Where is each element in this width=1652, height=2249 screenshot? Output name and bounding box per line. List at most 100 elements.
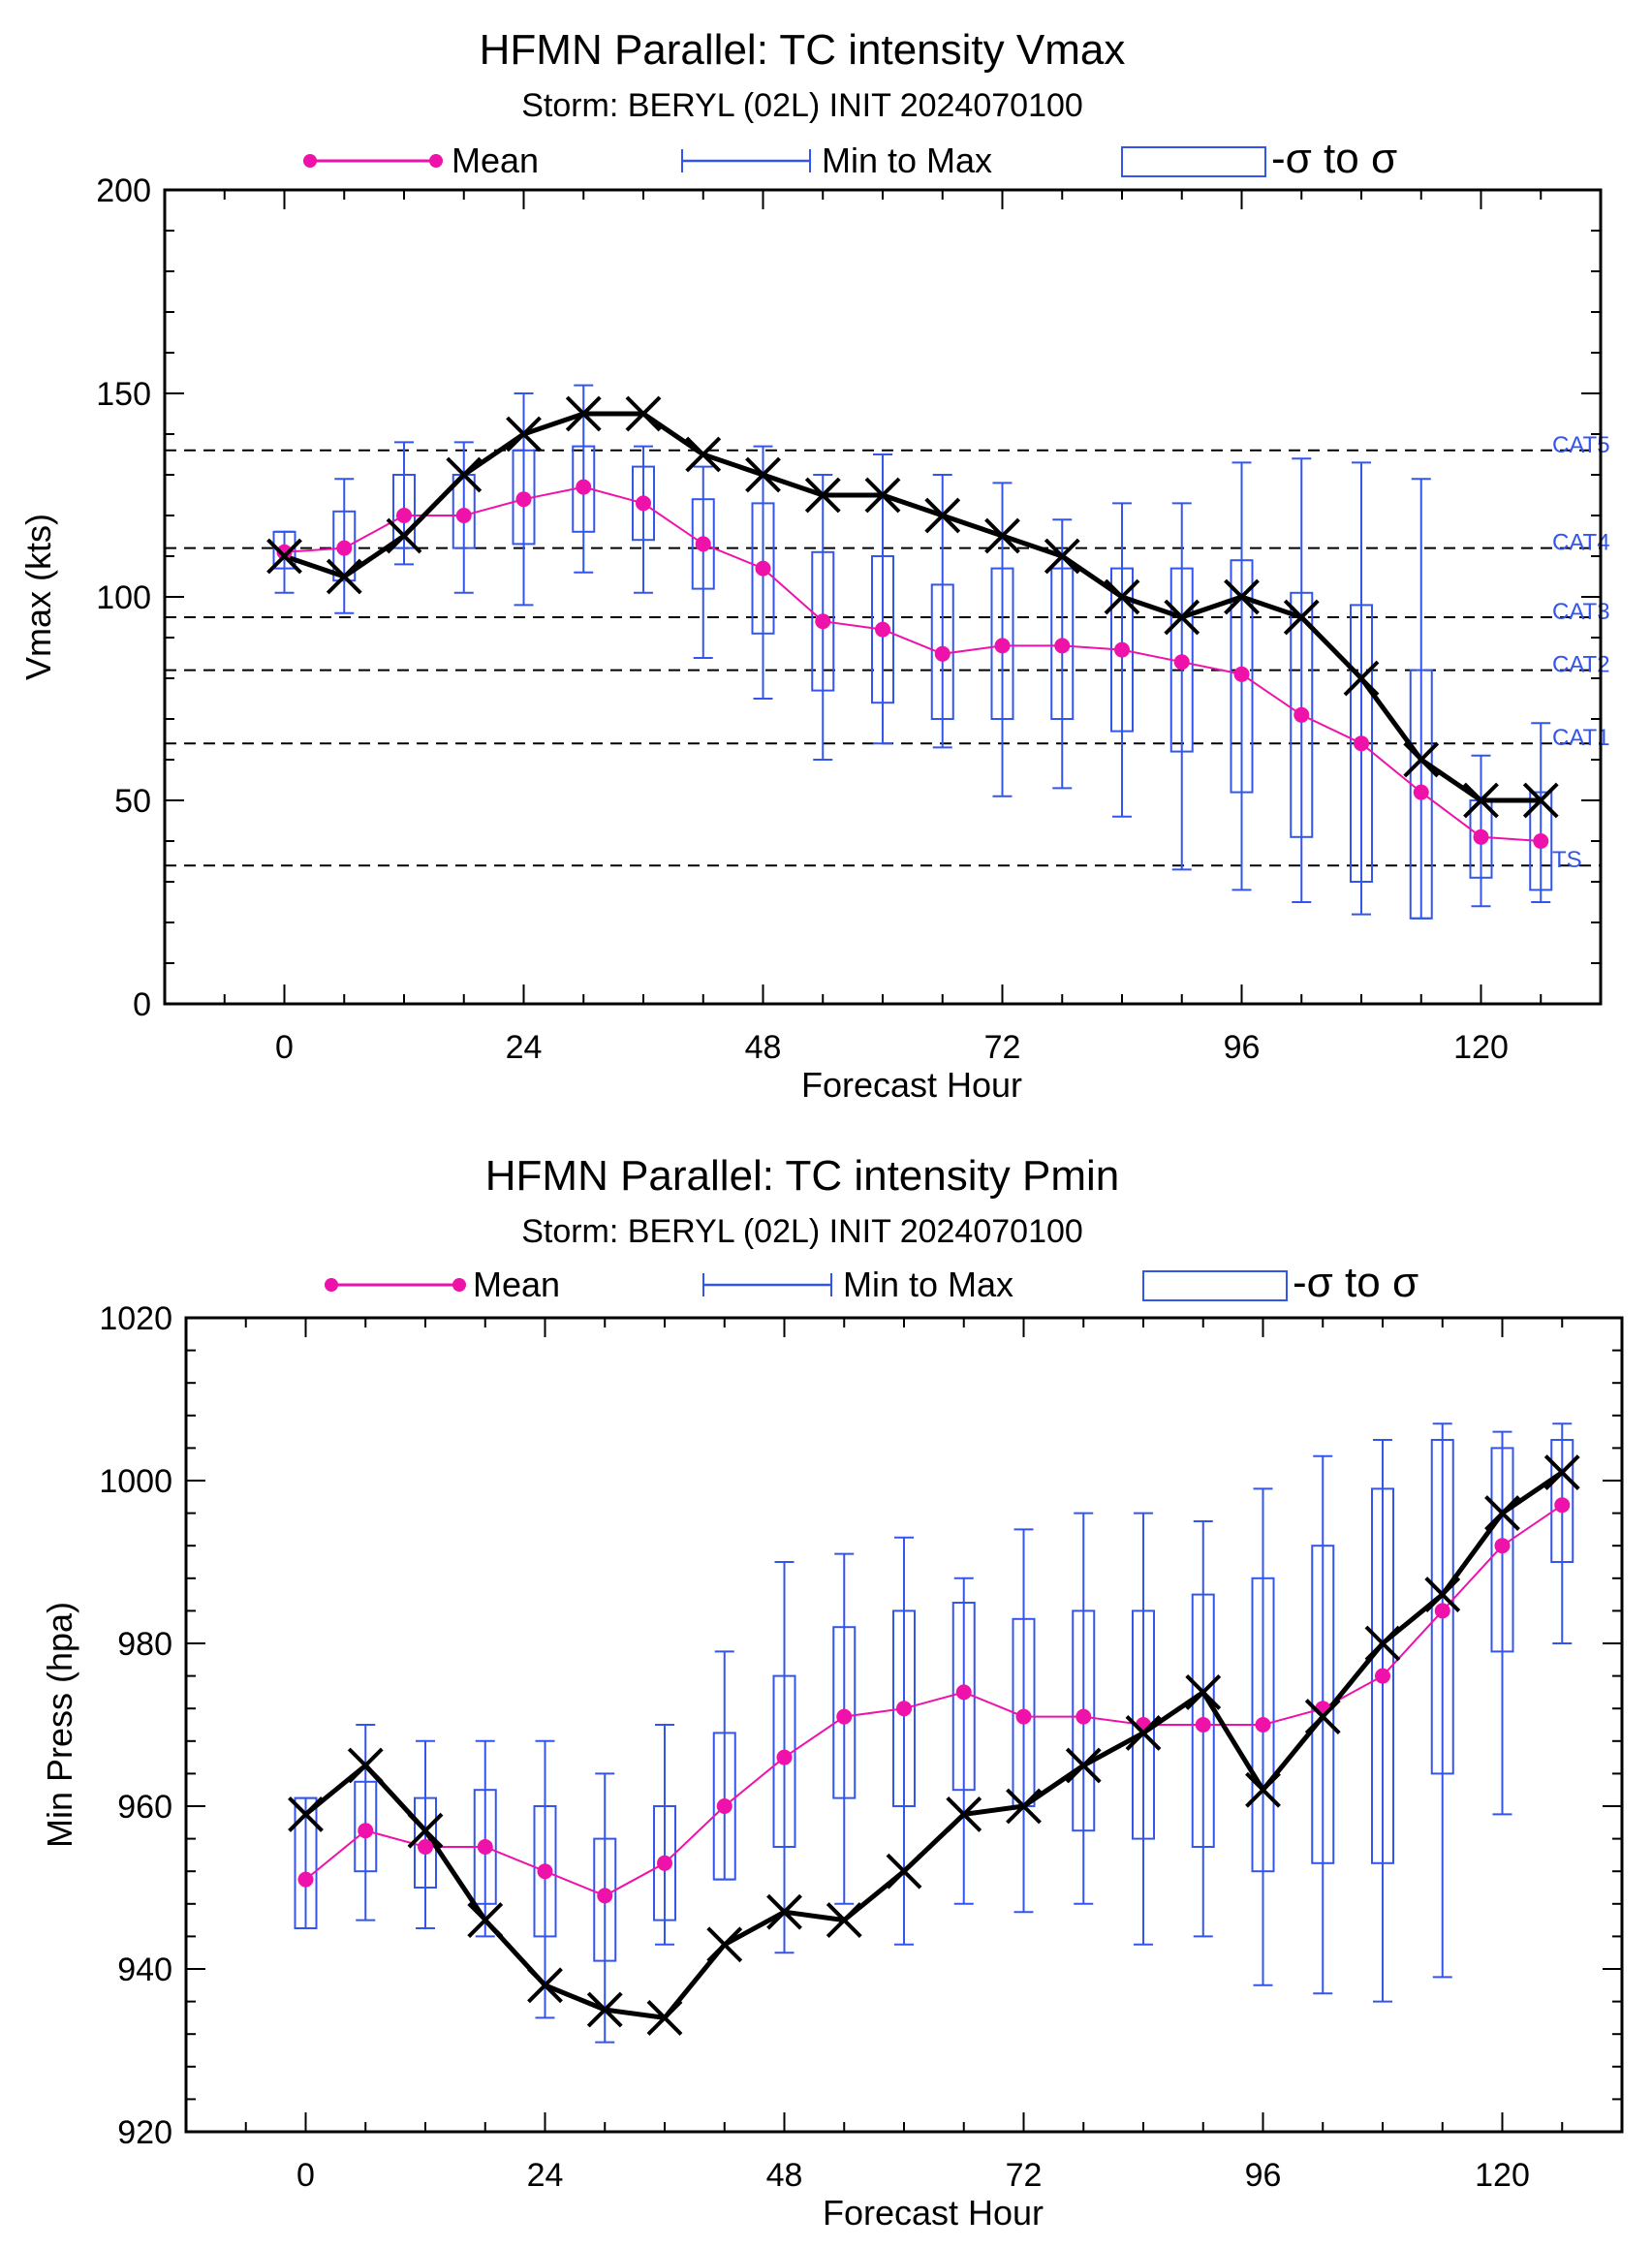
pmin-chart: HFMN Parallel: TC intensity Pmin Storm: … <box>40 1152 1624 2233</box>
mean-point <box>1195 1717 1211 1733</box>
observed-point <box>1543 1454 1580 1491</box>
observed-point <box>804 477 841 514</box>
y-tick-label: 980 <box>117 1626 172 1663</box>
mean-point <box>576 479 592 495</box>
observed-point <box>1006 1788 1042 1825</box>
observed-point <box>766 1893 802 1930</box>
mean-point <box>597 1888 613 1904</box>
legend-mean-marker <box>429 154 443 168</box>
observed-point <box>826 1902 862 1939</box>
mean-point <box>1533 833 1549 849</box>
observed-point <box>685 436 722 473</box>
chart-subtitle: Storm: BERYL (02L) INIT 2024070100 <box>521 87 1083 124</box>
mean-point <box>955 1684 972 1701</box>
mean-point <box>1473 828 1489 845</box>
observed-point <box>386 517 422 554</box>
observed-point <box>1125 1714 1162 1751</box>
y-axis-label: Vmax (kts) <box>18 514 58 680</box>
chart-subtitle: Storm: BERYL (02L) INIT 2024070100 <box>521 1213 1083 1250</box>
observed-point <box>467 1902 504 1939</box>
observed-point <box>1304 1699 1341 1735</box>
mean-point <box>358 1823 374 1839</box>
sigma-box <box>1371 1487 1394 1864</box>
y-tick-label: 200 <box>96 172 151 209</box>
legend-sigma-box <box>1142 1270 1288 1301</box>
x-tick-label: 72 <box>984 1029 1021 1066</box>
mean-point <box>1434 1603 1450 1619</box>
legend: Mean Min to Max -σ to σ <box>303 135 1397 182</box>
mean-line <box>304 1504 1563 1897</box>
observed-point <box>984 517 1020 554</box>
sigma-box <box>990 567 1014 720</box>
sigma-box <box>1290 591 1314 838</box>
mean-point <box>455 508 472 523</box>
legend-range-label: Min to Max <box>843 1265 1013 1304</box>
chart-title: HFMN Parallel: TC intensity Pmin <box>485 1152 1119 1200</box>
mean-point <box>716 1798 732 1814</box>
x-tick-label: 0 <box>296 2157 315 2194</box>
observed-point <box>1343 660 1380 697</box>
sigma-box <box>272 530 296 570</box>
sigma-box <box>1230 559 1254 794</box>
chart-title: HFMN Parallel: TC intensity Vmax <box>480 26 1126 74</box>
observed-point <box>1484 1495 1520 1532</box>
mean-point <box>396 508 412 523</box>
mean-point <box>477 1839 493 1855</box>
sigma-box <box>811 550 835 692</box>
observed-point <box>706 1926 743 1963</box>
observed-point <box>1424 1577 1461 1613</box>
observed-point <box>347 1747 384 1784</box>
legend-mean-marker <box>303 154 317 168</box>
x-tick-label: 48 <box>766 2157 803 2194</box>
mean-point <box>336 540 353 556</box>
sigma-box <box>691 498 715 590</box>
mean-point <box>1255 1717 1271 1733</box>
sigma-box <box>1050 567 1075 720</box>
mean-point <box>875 621 890 638</box>
x-tick-label: 72 <box>1006 2157 1043 2194</box>
observed-point <box>1522 782 1559 819</box>
observed-point <box>1224 578 1260 615</box>
observed-point <box>586 1991 623 2028</box>
mean-point <box>515 491 532 508</box>
mean-line <box>284 485 1542 842</box>
mean-point <box>776 1749 793 1765</box>
y-tick-label: 0 <box>133 986 151 1023</box>
sigma-box <box>772 1674 796 1848</box>
observed-point <box>924 497 961 534</box>
sigma-box <box>712 1732 736 1881</box>
observed-point <box>266 538 302 575</box>
sigma-box <box>392 474 416 549</box>
plot-data <box>288 1422 1580 2044</box>
sigma-box <box>1490 1447 1514 1653</box>
y-tick-label: 100 <box>96 579 151 616</box>
observed-point <box>326 558 362 595</box>
mean-point <box>755 560 771 577</box>
axis-ticks: 0 24 48 72 96 120 920 940 960 980 1000 1020 <box>99 1300 1623 2194</box>
observed-point <box>864 477 901 514</box>
mean-point <box>1413 784 1429 800</box>
mean-point <box>994 638 1011 654</box>
sigma-box <box>832 1626 857 1799</box>
observed-point <box>625 395 662 432</box>
observed-point <box>1283 599 1320 636</box>
observed-point <box>1185 1673 1222 1710</box>
observed-point <box>745 456 781 493</box>
observed-point <box>1403 741 1440 778</box>
y-axis-label: Min Press (hpa) <box>40 1602 79 1848</box>
legend-sigma-label: -σ to σ <box>1271 135 1397 182</box>
observed-point <box>1044 538 1080 575</box>
sigma-box <box>1191 1593 1215 1848</box>
sigma-box <box>632 465 655 542</box>
legend-sigma-box <box>1121 146 1266 177</box>
x-tick-label: 120 <box>1453 1029 1509 1066</box>
x-axis-label: Forecast Hour <box>801 1065 1022 1105</box>
sigma-box <box>653 1805 676 1921</box>
observed-point <box>886 1853 922 1890</box>
sigma-box <box>871 555 894 704</box>
mean-point <box>1554 1497 1571 1514</box>
observed-point <box>527 1967 563 2004</box>
axis-ticks: 0 24 48 72 96 120 0 50 100 150 200 <box>96 172 1602 1066</box>
